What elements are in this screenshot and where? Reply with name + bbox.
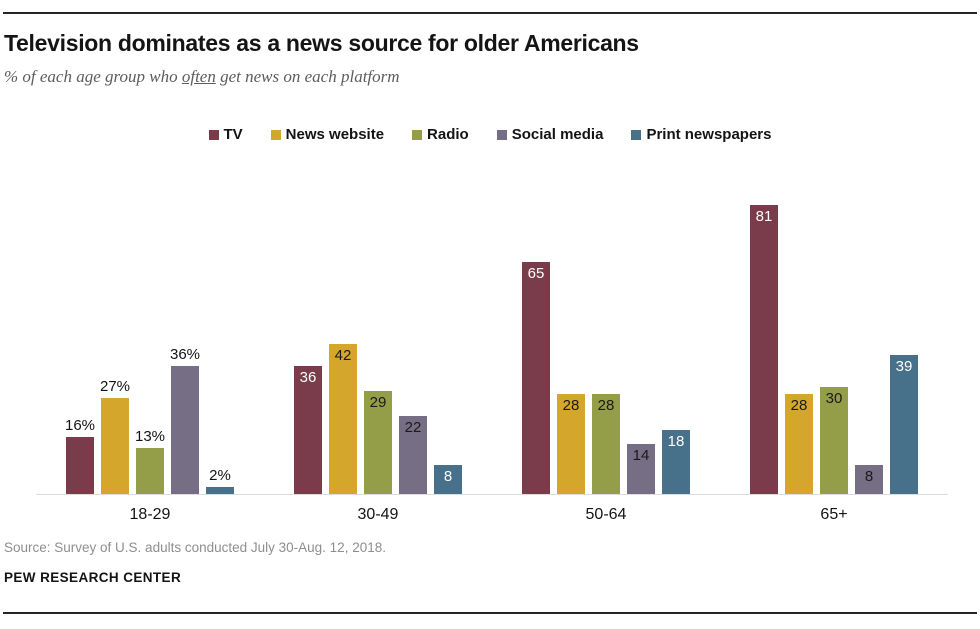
bar-tv-18-29: 16% bbox=[65, 418, 95, 494]
bar-value-label-radio-50-64: 28 bbox=[597, 397, 615, 414]
bar-radio-50-64: 28 bbox=[592, 394, 620, 494]
legend: TV News website Radio Social media Print new… bbox=[0, 126, 980, 143]
bar-radio-30-49: 29 bbox=[364, 390, 392, 494]
legend-label-radio: Radio bbox=[427, 126, 469, 143]
bar-value-label-print-newspapers-65+: 39 bbox=[895, 357, 913, 375]
plot-area: 16% 27% 13% 36% 2% 36 42 29 22 8 65 28 28 14 18 81 28 30 8… bbox=[36, 160, 948, 495]
bar-value-label-social-media-18-29: 36% bbox=[169, 345, 201, 363]
legend-item-social-media: Social media bbox=[496, 126, 604, 143]
bar-tv-30-49: 36 bbox=[294, 365, 322, 494]
bar-radio-65+: 30 bbox=[820, 386, 848, 494]
legend-swatch-radio bbox=[412, 129, 423, 140]
bar-print-newspapers-65+: 39 bbox=[890, 354, 918, 494]
subtitle-emphasis: often bbox=[181, 67, 216, 86]
bar-value-label-news-website-50-64: 28 bbox=[562, 397, 580, 414]
bar-print-newspapers-18-29: 2% bbox=[206, 468, 234, 494]
top-rule bbox=[3, 12, 977, 14]
bar-social-media-50-64: 14 bbox=[627, 444, 655, 494]
bar-value-label-tv-65+: 81 bbox=[755, 207, 773, 225]
bar-value-label-social-media-65+: 8 bbox=[864, 468, 874, 486]
legend-swatch-news-website bbox=[270, 129, 281, 140]
bar-radio-18-29: 13% bbox=[135, 429, 165, 494]
bar-value-label-print-newspapers-18-29: 2% bbox=[209, 466, 231, 484]
bar-news-website-65+: 28 bbox=[785, 394, 813, 494]
bar-social-media-18-29: 36% bbox=[170, 347, 200, 494]
bar-group-65+: 81 28 30 8 39 bbox=[720, 160, 948, 494]
x-axis-labels: 18-29 30-49 50-64 65+ bbox=[36, 506, 948, 524]
legend-item-news-website: News website bbox=[270, 126, 385, 143]
legend-swatch-social-media bbox=[496, 129, 507, 140]
legend-item-tv: TV bbox=[208, 126, 243, 143]
legend-label-social-media: Social media bbox=[511, 126, 604, 143]
legend-swatch-print-newspapers bbox=[631, 129, 642, 140]
category-label-50-64: 50-64 bbox=[585, 506, 627, 523]
legend-item-radio: Radio bbox=[412, 126, 469, 143]
chart-title: Television dominates as a news source fo… bbox=[4, 30, 639, 56]
bar-value-label-radio-30-49: 29 bbox=[369, 393, 387, 411]
bar-value-label-radio-65+: 30 bbox=[825, 389, 843, 407]
bar-value-label-social-media-50-64: 14 bbox=[632, 447, 650, 464]
bar-print-newspapers-50-64: 18 bbox=[662, 429, 690, 494]
bottom-rule bbox=[3, 612, 977, 614]
bar-value-label-print-newspapers-30-49: 8 bbox=[443, 468, 453, 486]
legend-swatch-tv bbox=[208, 129, 219, 140]
bar-value-label-news-website-18-29: 27% bbox=[99, 377, 131, 395]
bar-value-label-tv-50-64: 65 bbox=[527, 265, 545, 282]
bar-news-website-18-29: 27% bbox=[100, 379, 130, 494]
bar-value-label-print-newspapers-50-64: 18 bbox=[667, 432, 685, 450]
legend-label-news-website: News website bbox=[285, 126, 385, 143]
chart-subtitle: % of each age group who often get news o… bbox=[4, 67, 400, 87]
bar-print-newspapers-30-49: 8 bbox=[434, 465, 462, 494]
bar-tv-50-64: 65 bbox=[522, 262, 550, 494]
legend-item-print-newspapers: Print newspapers bbox=[631, 126, 771, 143]
category-label-30-49: 30-49 bbox=[357, 506, 399, 523]
source-note: Source: Survey of U.S. adults conducted … bbox=[4, 540, 386, 555]
bar-group-30-49: 36 42 29 22 8 bbox=[264, 160, 492, 494]
bar-news-website-30-49: 42 bbox=[329, 344, 357, 494]
bar-social-media-30-49: 22 bbox=[399, 415, 427, 494]
bar-value-label-social-media-30-49: 22 bbox=[404, 418, 422, 436]
bar-value-label-news-website-65+: 28 bbox=[790, 397, 808, 414]
subtitle-suffix: get news on each platform bbox=[215, 67, 400, 86]
category-label-18-29: 18-29 bbox=[129, 506, 171, 523]
bar-value-label-tv-30-49: 36 bbox=[299, 368, 317, 386]
bar-value-label-radio-18-29: 13% bbox=[134, 427, 166, 445]
bar-social-media-65+: 8 bbox=[855, 465, 883, 494]
subtitle-prefix: % of each age group who bbox=[4, 67, 182, 86]
bar-value-label-tv-18-29: 16% bbox=[64, 416, 96, 434]
bar-news-website-50-64: 28 bbox=[557, 394, 585, 494]
bar-group-18-29: 16% 27% 13% 36% 2% bbox=[36, 160, 264, 494]
bar-group-50-64: 65 28 28 14 18 bbox=[492, 160, 720, 494]
category-label-65+: 65+ bbox=[820, 506, 848, 523]
bar-tv-65+: 81 bbox=[750, 204, 778, 494]
legend-label-print-newspapers: Print newspapers bbox=[646, 126, 772, 143]
bar-value-label-news-website-30-49: 42 bbox=[334, 347, 352, 365]
legend-label-tv: TV bbox=[223, 126, 243, 143]
branding: PEW RESEARCH CENTER bbox=[4, 570, 182, 585]
